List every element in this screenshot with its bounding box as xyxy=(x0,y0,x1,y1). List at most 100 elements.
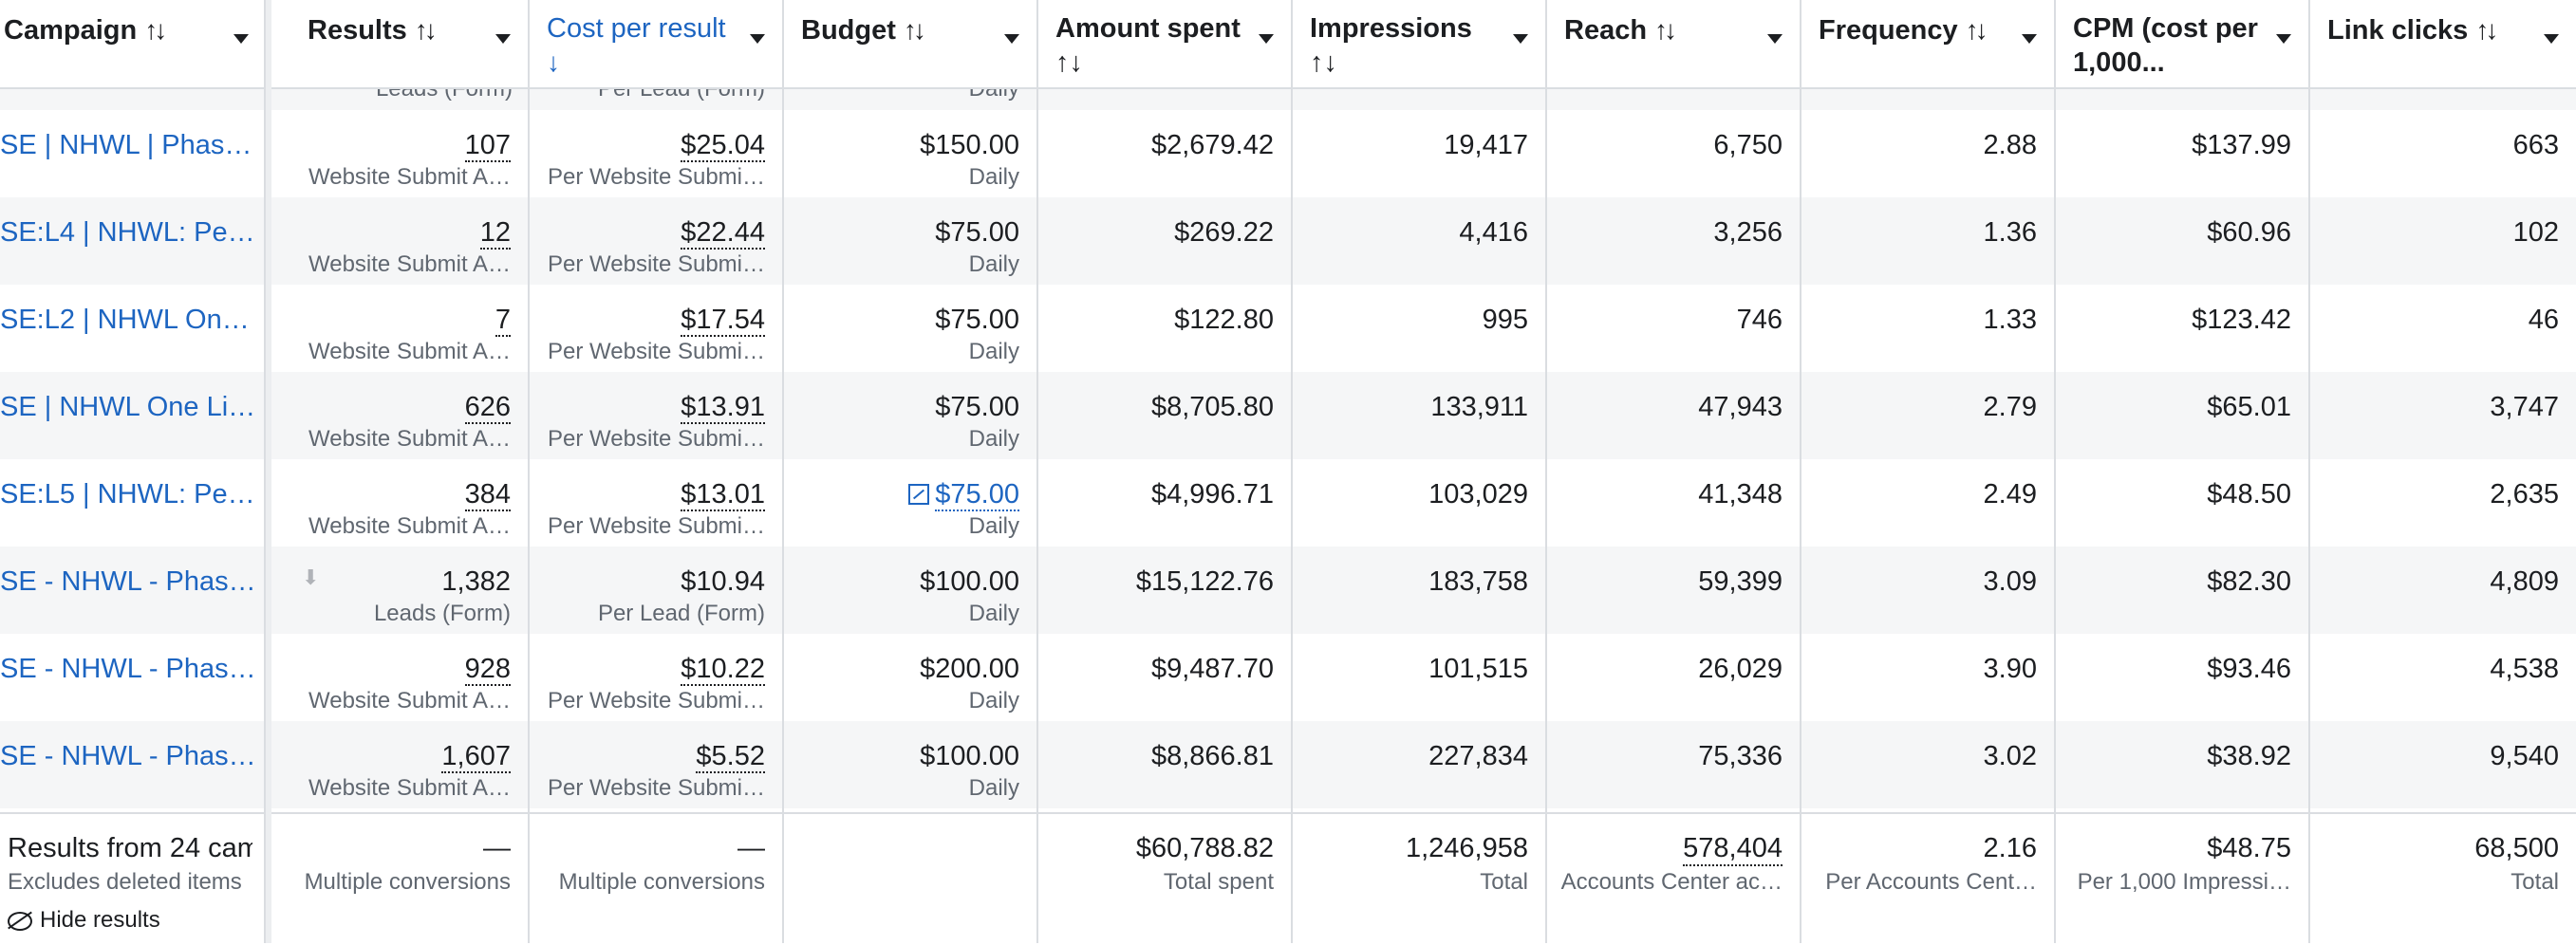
cost-value-text[interactable]: $22.44 xyxy=(681,217,765,250)
campaign-link[interactable]: SE - NHWL - Phas… xyxy=(0,566,256,597)
table-row[interactable]: SE - NHWL - Phas… 928 Website Submit A… $10… xyxy=(0,634,2576,721)
chart-icon[interactable] xyxy=(908,484,930,505)
chevron-down-icon[interactable] xyxy=(2022,34,2037,44)
column-header-impressions[interactable]: Impressions ↑↓ xyxy=(1291,0,1545,87)
chevron-down-icon[interactable] xyxy=(2276,34,2291,44)
download-icon[interactable]: ⬇ xyxy=(302,565,320,589)
sort-icon[interactable]: ↑↓ xyxy=(1654,15,1677,45)
cost-value[interactable]: $5.52 xyxy=(696,740,765,773)
campaign-link[interactable]: SE:L2 | NHWL On… xyxy=(0,305,250,335)
chevron-down-icon[interactable] xyxy=(495,34,511,44)
campaign-link[interactable]: SE - NHWL - Phas… xyxy=(0,654,256,684)
chevron-down-icon[interactable] xyxy=(1004,34,1019,44)
cost-value[interactable]: $13.91 xyxy=(681,391,765,424)
cost-value[interactable]: $25.04 xyxy=(681,129,765,162)
table-row[interactable]: SE - NHWL - Phas… 1,607 Website Submit A… $… xyxy=(0,721,2576,808)
chevron-down-icon[interactable] xyxy=(750,34,765,44)
budget-value[interactable]: $75.00 xyxy=(908,478,1019,511)
cost-subtext: Per Website Submi… xyxy=(548,164,765,190)
column-header-campaign[interactable]: Campaign ↑↓ xyxy=(0,0,266,87)
results-value-text[interactable]: 626 xyxy=(464,392,511,424)
campaign-link[interactable]: SE:L5 | NHWL: Pe… xyxy=(0,479,255,510)
table-row[interactable]: SE - NHWL - Phas… 1,382 Leads (Form) ⬇ $10.9… xyxy=(0,547,2576,634)
reach-value: 59,399 xyxy=(1698,566,1783,597)
column-header-cost-per-result[interactable]: Cost per result ↓ xyxy=(528,0,782,87)
cost-value[interactable]: $10.22 xyxy=(681,653,765,686)
column-resize-handle[interactable] xyxy=(264,0,271,943)
column-header-budget[interactable]: Budget ↑↓ xyxy=(782,0,1036,87)
table-row[interactable]: SE | NHWL | Phas… 107 Website Submit A… $25… xyxy=(0,110,2576,197)
cost-value[interactable]: $22.44 xyxy=(681,216,765,250)
column-header-amount-spent[interactable]: Amount spent ↑↓ xyxy=(1036,0,1291,87)
budget-value-text[interactable]: $75.00 xyxy=(935,479,1019,511)
clicks-cell: 9,540 xyxy=(2308,721,2576,808)
results-value-text[interactable]: 928 xyxy=(464,654,511,686)
hide-results-button[interactable]: Hide results xyxy=(8,907,160,934)
clicks-value: 102 xyxy=(2512,217,2559,248)
column-header-frequency[interactable]: Frequency ↑↓ xyxy=(1800,0,2054,87)
campaign-link[interactable]: SE | NHWL One Li… xyxy=(0,392,256,422)
results-value-text[interactable]: 107 xyxy=(464,130,511,162)
chevron-down-icon[interactable] xyxy=(233,34,249,44)
spent-value: $9,487.70 xyxy=(1150,654,1274,684)
results-value[interactable]: 107 xyxy=(464,129,511,162)
reach-cell: 3,256 xyxy=(1545,197,1800,285)
chevron-down-icon[interactable] xyxy=(1513,34,1528,44)
campaign-link[interactable]: SE | NHWL | Phas… xyxy=(0,130,252,160)
cost-value-text[interactable]: $17.54 xyxy=(681,305,765,337)
impr-value: 133,911 xyxy=(1430,392,1528,422)
reach-cell: 41,348 xyxy=(1545,459,1800,547)
results-value[interactable]: 626 xyxy=(464,391,511,424)
spent-value: $269.22 xyxy=(1174,217,1274,248)
table-row[interactable]: SE:L4 | NHWL: Pe… 12 Website Submit A… $22.… xyxy=(0,197,2576,285)
chevron-down-icon[interactable] xyxy=(1259,34,1274,44)
summary-value[interactable]: 578,404 xyxy=(1683,833,1783,866)
column-header-results[interactable]: Results ↑↓ xyxy=(273,0,528,87)
results-value[interactable]: 384 xyxy=(464,478,511,511)
sort-icon[interactable]: ↑↓ xyxy=(903,15,926,45)
chevron-down-icon[interactable] xyxy=(2544,34,2559,44)
cost-value[interactable]: $10.94 xyxy=(681,566,765,597)
cost-value-text[interactable]: $5.52 xyxy=(696,741,765,773)
cpm-cell: $48.50 xyxy=(2054,459,2308,547)
results-value[interactable]: 7 xyxy=(495,304,511,337)
summary-results: — Multiple conversions xyxy=(273,814,528,945)
sort-icon[interactable]: ↑↓ xyxy=(414,15,438,45)
results-cell: 7 Website Submit A… xyxy=(273,285,528,372)
cost-value[interactable]: $17.54 xyxy=(681,304,765,337)
summary-sub: Total xyxy=(2511,869,2559,895)
cost-value[interactable]: $13.01 xyxy=(681,478,765,511)
table-row[interactable]: SE | NHWL One Li… 626 Website Submit A… $13… xyxy=(0,372,2576,459)
results-value[interactable]: 12 xyxy=(479,216,511,250)
reach-value: 746 xyxy=(1736,305,1783,335)
results-value-text[interactable]: 12 xyxy=(479,217,511,250)
sort-icon[interactable]: ↑↓ xyxy=(2475,15,2498,45)
results-value[interactable]: 928 xyxy=(464,653,511,686)
sort-icon[interactable]: ↑↓ xyxy=(1310,47,1337,78)
sort-icon[interactable]: ↑↓ xyxy=(144,15,167,45)
column-header-reach[interactable]: Reach ↑↓ xyxy=(1545,0,1800,87)
cpm-value: $137.99 xyxy=(2192,130,2291,160)
results-value[interactable]: 1,382 xyxy=(441,566,511,597)
column-header-cpm[interactable]: CPM (cost per 1,000... xyxy=(2054,0,2308,87)
results-value-text[interactable]: 384 xyxy=(464,479,511,511)
results-cell: 384 Website Submit A… xyxy=(273,459,528,547)
campaign-link[interactable]: SE:L4 | NHWL: Pe… xyxy=(0,217,255,248)
sort-desc-icon[interactable]: ↓ xyxy=(547,47,560,77)
results-value-text[interactable]: 1,607 xyxy=(441,741,511,773)
sort-icon[interactable]: ↑↓ xyxy=(1055,47,1083,78)
results-value[interactable]: 1,607 xyxy=(441,740,511,773)
cost-value-text[interactable]: $13.01 xyxy=(681,479,765,511)
cost-value-text[interactable]: $10.22 xyxy=(681,654,765,686)
table-row[interactable]: SE:L2 | NHWL On… 7 Website Submit A… $17.54… xyxy=(0,285,2576,372)
chevron-down-icon[interactable] xyxy=(1767,34,1783,44)
impr-value: 227,834 xyxy=(1428,741,1528,771)
table-row[interactable]: SE:L5 | NHWL: Pe… 384 Website Submit A… $13… xyxy=(0,459,2576,547)
campaign-link[interactable]: SE - NHWL - Phas… xyxy=(0,741,256,771)
column-header-link-clicks[interactable]: Link clicks ↑↓ xyxy=(2308,0,2576,87)
sort-icon[interactable]: ↑↓ xyxy=(1965,15,1988,45)
cost-value-text[interactable]: $13.91 xyxy=(681,392,765,424)
results-value-text[interactable]: 7 xyxy=(495,305,511,337)
cpm-value: $60.96 xyxy=(2207,217,2291,248)
cost-value-text[interactable]: $25.04 xyxy=(681,130,765,162)
